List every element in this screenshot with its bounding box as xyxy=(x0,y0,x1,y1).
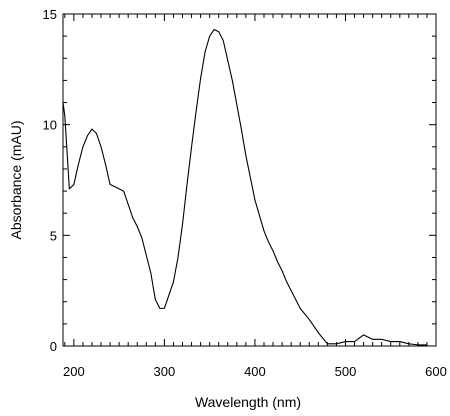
x-axis-label: Wavelength (nm) xyxy=(195,394,301,410)
axis-ticks xyxy=(63,13,437,347)
x-tick-label: 500 xyxy=(335,364,357,379)
y-tick-label: 10 xyxy=(43,118,57,133)
y-tick-label: 15 xyxy=(43,7,57,22)
x-tick-label: 300 xyxy=(154,364,176,379)
series-layer xyxy=(62,28,427,346)
x-tick-labels: 200 300 400 500 600 xyxy=(63,364,447,379)
x-tick-label: 400 xyxy=(244,364,266,379)
x-tick-label: 200 xyxy=(63,364,85,379)
plot-frame xyxy=(62,13,437,347)
y-axis-label: Absorbance (mAU) xyxy=(8,120,24,239)
x-tick-label: 600 xyxy=(425,364,447,379)
series-line xyxy=(62,28,427,346)
plot-border xyxy=(62,13,437,347)
y-tick-labels: 0 5 10 15 xyxy=(43,7,57,354)
y-tick-label: 0 xyxy=(50,339,57,354)
y-tick-label: 5 xyxy=(50,228,57,243)
